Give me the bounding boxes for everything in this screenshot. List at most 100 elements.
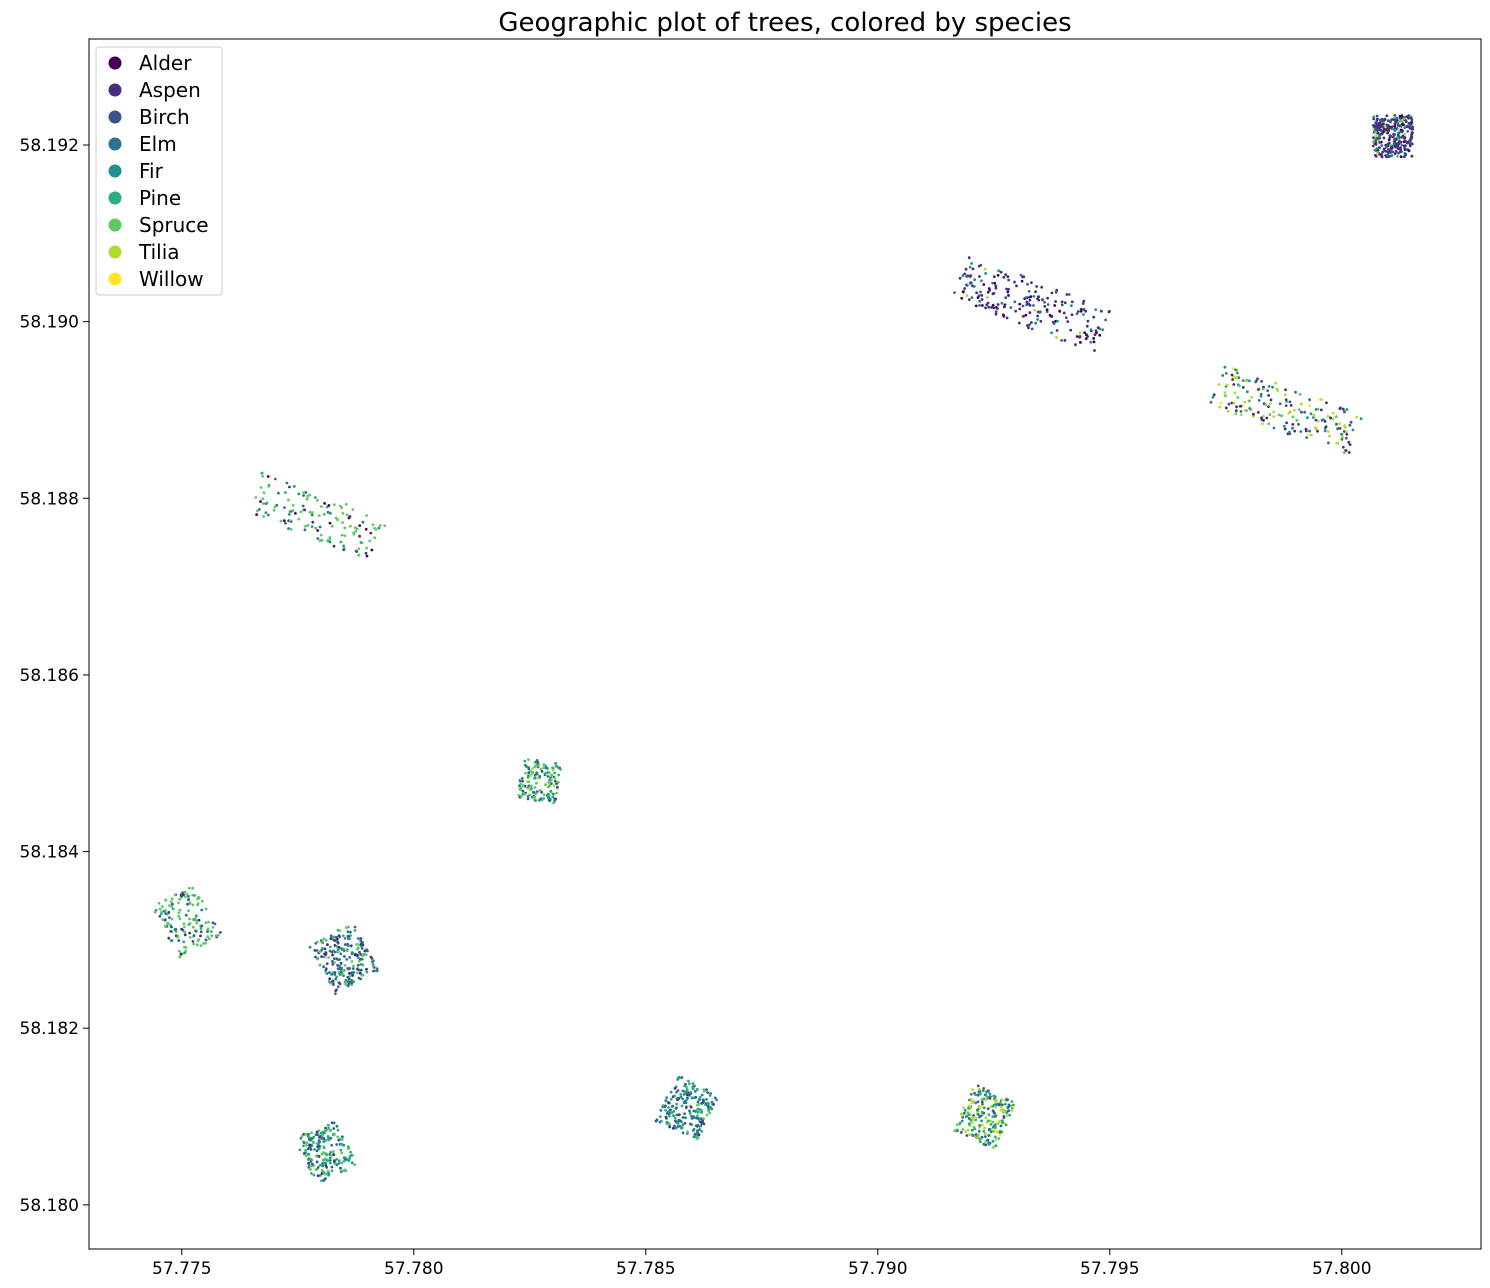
tree-point [969, 1098, 973, 1101]
tree-point [1054, 290, 1058, 294]
tree-point [329, 937, 333, 941]
tree-point [1060, 339, 1063, 342]
tree-point [1394, 118, 1398, 122]
tree-point [1005, 1114, 1009, 1117]
tree-point [188, 901, 192, 905]
tree-point [679, 1095, 683, 1099]
tree-point [989, 1130, 993, 1134]
tree-point [994, 1135, 997, 1139]
legend: Alder Aspen Birch Elm Fir Pine Spruce Tilia Will… [95, 46, 223, 296]
tree-point [383, 524, 387, 528]
tree-point [168, 916, 171, 919]
tree-point [329, 1154, 333, 1158]
tree-point [979, 1114, 983, 1118]
tree-point [1379, 125, 1382, 129]
tree-plot-cluster [1209, 365, 1363, 454]
tree-point [672, 1110, 676, 1113]
tree-point [1403, 126, 1407, 130]
tree-point [297, 492, 301, 496]
tree-point [291, 503, 295, 507]
tree-point [1299, 430, 1303, 433]
tree-point [521, 789, 525, 793]
tree-point [1314, 427, 1318, 430]
tree-point [1256, 388, 1260, 391]
tree-point [322, 937, 326, 941]
tree-point [346, 934, 350, 938]
tree-point [665, 1122, 669, 1125]
tree-point [686, 1130, 689, 1134]
y-tick-label: 58.182 [20, 1019, 79, 1039]
tree-point [551, 766, 554, 770]
tree-point [701, 1101, 705, 1105]
tree-point [1393, 138, 1397, 141]
tree-point [689, 1105, 693, 1109]
tree-point [348, 937, 352, 941]
tree-point [348, 956, 351, 959]
tree-point [1247, 399, 1251, 403]
tree-point [974, 1116, 978, 1120]
tree-point [1274, 381, 1277, 385]
tree-point [1390, 125, 1394, 129]
tree-point [334, 977, 338, 981]
tree-point [1403, 136, 1407, 139]
tree-point [1243, 400, 1247, 404]
tree-point [1399, 155, 1403, 159]
tree-point [678, 1113, 681, 1117]
tree-point [1032, 295, 1036, 298]
tree-point [309, 1168, 312, 1171]
tree-point [1374, 142, 1378, 146]
tree-point [690, 1117, 694, 1120]
tree-point [996, 303, 1000, 306]
tree-point [970, 1133, 974, 1137]
tree-point [1094, 329, 1098, 332]
tree-point [1372, 140, 1375, 144]
tree-point [321, 1151, 325, 1155]
tree-point [965, 1115, 969, 1118]
tree-point [659, 1109, 663, 1112]
tree-point [993, 1099, 997, 1102]
tree-point [374, 528, 378, 531]
tree-point [989, 1123, 993, 1126]
tree-point [257, 508, 261, 511]
tree-point [340, 1151, 344, 1155]
tree-point [298, 1148, 302, 1152]
tree-point [705, 1097, 708, 1101]
tree-point [1004, 296, 1008, 300]
tree-point [1373, 148, 1377, 152]
tree-point [980, 279, 983, 283]
points-layer [153, 114, 1414, 1183]
tree-point [323, 1178, 326, 1182]
tree-point [1098, 327, 1101, 330]
tree-point [1284, 404, 1288, 407]
tree-point [989, 1105, 993, 1108]
tree-plot-cluster [153, 886, 222, 959]
tree-point [309, 1164, 313, 1168]
tree-point [1381, 150, 1385, 154]
tree-point [1092, 315, 1096, 319]
tree-point [1406, 130, 1410, 133]
tree-point [1006, 1098, 1009, 1102]
tree-point [292, 485, 296, 488]
tree-point [671, 1127, 675, 1130]
tree-point [322, 1145, 326, 1148]
tree-point [365, 967, 368, 971]
tree-point [267, 485, 271, 488]
tree-point [1001, 1108, 1005, 1111]
tree-point [1232, 383, 1236, 386]
tree-point [994, 1105, 997, 1109]
tree-point [199, 930, 203, 934]
tree-point [1100, 309, 1103, 313]
tree-point [332, 1127, 336, 1130]
tree-point [1108, 310, 1111, 313]
y-axis: 58.180 58.182 58.184 58.186 58.188 58.190 58.1… [20, 136, 89, 1216]
tree-point [183, 925, 186, 929]
tree-point [973, 278, 977, 282]
tree-point [962, 1106, 965, 1110]
tree-point [1283, 427, 1287, 431]
tree-point [1254, 380, 1258, 384]
tree-point [302, 491, 306, 494]
tree-point [183, 890, 187, 894]
tree-point [186, 902, 189, 906]
tree-point [557, 766, 561, 770]
tree-point [346, 984, 350, 988]
